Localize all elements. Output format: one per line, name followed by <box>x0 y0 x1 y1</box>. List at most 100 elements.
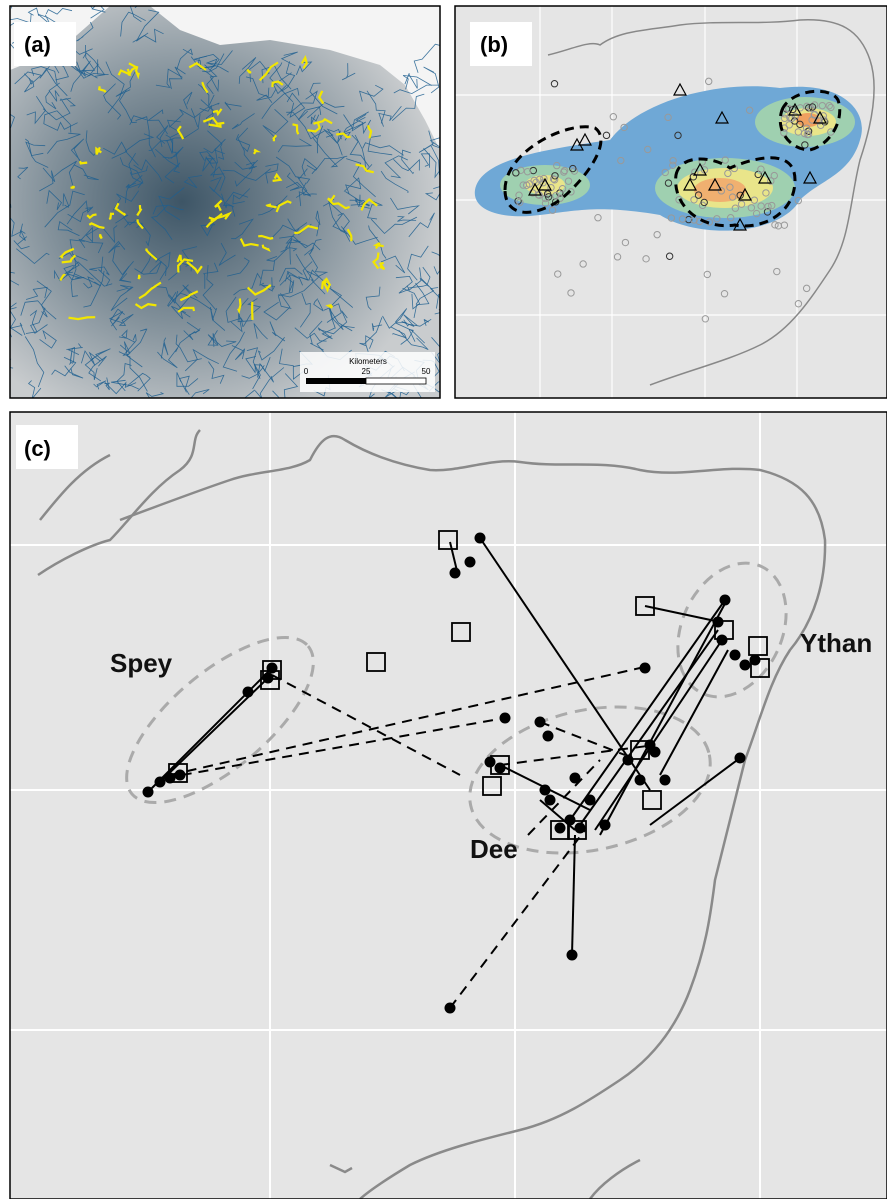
study-reach <box>325 303 334 309</box>
stream <box>399 392 402 398</box>
fish-location <box>554 822 566 834</box>
stream <box>110 286 134 312</box>
stream <box>233 272 262 296</box>
study-reach <box>321 277 331 290</box>
stream <box>296 61 313 75</box>
stream <box>120 11 146 37</box>
sample-site <box>705 77 713 86</box>
stream <box>235 134 251 153</box>
track-solid <box>649 757 741 826</box>
stream <box>175 334 202 363</box>
study-reach <box>272 172 283 182</box>
study-reach <box>258 234 274 240</box>
stream <box>431 337 440 365</box>
sample-site <box>757 165 765 173</box>
track-solid <box>599 597 729 836</box>
stream <box>269 321 286 342</box>
sample-site <box>678 215 687 223</box>
study-reach <box>177 258 194 273</box>
stream <box>80 226 101 243</box>
study-reach <box>176 125 185 140</box>
sample-site <box>522 181 531 189</box>
stream <box>208 361 225 384</box>
stream <box>341 63 356 81</box>
sample-site <box>726 183 734 191</box>
stream <box>102 225 118 244</box>
stream <box>66 200 94 225</box>
study-reach <box>114 202 127 217</box>
stream <box>119 89 137 124</box>
sample-site <box>728 193 737 201</box>
study-reach <box>300 54 308 69</box>
detection-site <box>737 187 753 201</box>
stream <box>82 52 106 77</box>
sample-site <box>810 111 818 119</box>
sample-site <box>594 214 602 222</box>
study-reach <box>137 274 141 280</box>
sample-site <box>669 161 677 170</box>
stream <box>234 159 258 170</box>
sample-site <box>567 289 575 297</box>
release-site <box>550 820 570 840</box>
stream <box>197 83 215 107</box>
stream <box>371 323 383 331</box>
stream <box>393 84 439 95</box>
coast-segment <box>588 1158 641 1199</box>
stream <box>350 198 370 207</box>
release-site <box>750 658 770 678</box>
stream <box>162 146 184 159</box>
panel-label: (a) <box>24 32 51 57</box>
sample-site <box>808 103 817 111</box>
sample-site <box>523 167 532 176</box>
sample-site <box>579 260 587 268</box>
stream <box>230 297 249 333</box>
stream <box>337 116 366 144</box>
study-reach <box>127 62 139 77</box>
stream <box>428 381 440 392</box>
stream <box>221 193 235 209</box>
stream <box>299 292 311 328</box>
stream <box>395 322 425 344</box>
stream <box>13 236 30 250</box>
stream <box>423 66 440 94</box>
stream <box>275 156 311 184</box>
stream <box>125 182 137 204</box>
study-reach <box>246 68 252 74</box>
panel-frame <box>9 5 441 399</box>
fish-location <box>639 662 651 674</box>
stream <box>17 166 29 180</box>
fish-location <box>142 786 154 798</box>
stream <box>304 239 322 256</box>
stream <box>428 130 440 149</box>
fish-location <box>494 762 506 774</box>
stream <box>93 380 107 390</box>
stream <box>66 343 83 350</box>
fish-location <box>649 746 661 758</box>
sample-site <box>767 177 775 185</box>
fish-location <box>474 532 486 544</box>
study-reach <box>366 124 373 139</box>
study-reach <box>258 61 279 82</box>
stream <box>237 127 255 168</box>
stream <box>397 216 417 222</box>
stream <box>204 64 219 93</box>
graticule <box>10 412 887 1199</box>
stream <box>367 135 393 156</box>
stream <box>382 308 408 329</box>
study-reach <box>378 261 386 271</box>
stream <box>175 328 201 353</box>
coast-segment <box>39 453 111 521</box>
study-reach <box>208 122 222 128</box>
sample-site <box>550 176 559 184</box>
fish-location <box>716 634 728 646</box>
stream <box>370 216 418 235</box>
stream <box>155 68 183 89</box>
stream <box>404 73 418 89</box>
stream <box>286 90 318 116</box>
stream <box>323 303 342 323</box>
stream <box>134 261 162 275</box>
stream <box>25 141 46 157</box>
stream <box>413 43 440 73</box>
points <box>512 77 835 323</box>
stream <box>406 277 429 291</box>
